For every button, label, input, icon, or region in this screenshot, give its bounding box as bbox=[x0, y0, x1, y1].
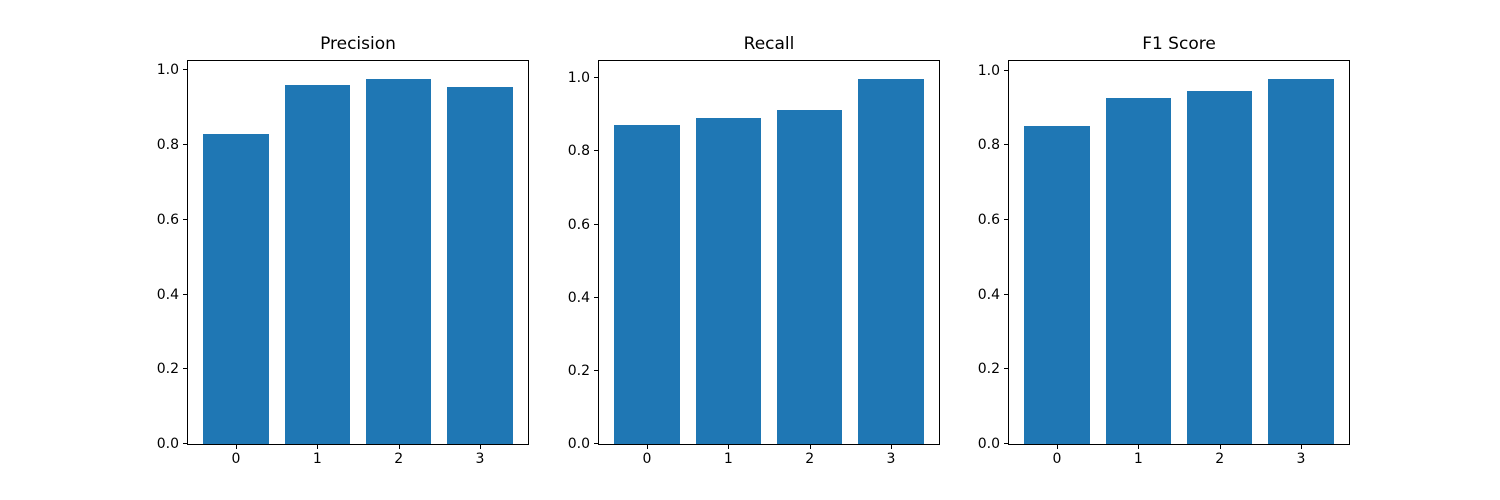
x-tick-mark bbox=[646, 445, 648, 449]
x-tick-mark bbox=[1301, 445, 1302, 449]
x-tick-label: 3 bbox=[475, 451, 485, 467]
recall-plot-area: 0 1 2 3 0.0 0.2 0.4 0.6 0.8 1.0 bbox=[568, 60, 940, 466]
subplot-precision: Precision 0 1 2 3 0.0 0.2 0.4 0.6 0.8 1.0 bbox=[157, 35, 529, 466]
x-tick-label: 2 bbox=[394, 451, 404, 467]
y-tick-label: 1.0 bbox=[156, 62, 179, 79]
x-tick-mark bbox=[398, 445, 400, 449]
f1-score-plot-area: 0 1 2 3 0.0 0.2 0.4 0.6 0.8 1.0 bbox=[978, 60, 1350, 466]
y-tick-mark bbox=[594, 443, 598, 444]
x-tick-mark bbox=[809, 445, 811, 449]
y-tick-label: 0.6 bbox=[156, 211, 179, 228]
y-tick-mark bbox=[1004, 144, 1008, 146]
y-tick-label: 1.0 bbox=[977, 62, 1000, 79]
bar-category-0 bbox=[1024, 126, 1090, 444]
y-tick-label: 0.6 bbox=[567, 216, 590, 233]
y-tick-mark bbox=[183, 443, 187, 444]
x-tick-label: 0 bbox=[1052, 451, 1062, 467]
subplot-recall: Recall 0 1 2 3 0.0 0.2 0.4 0.6 0.8 1.0 bbox=[568, 35, 940, 466]
x-tick-mark bbox=[235, 445, 237, 449]
x-tick-mark bbox=[1219, 445, 1221, 449]
x-tick-mark bbox=[891, 445, 892, 449]
x-tick-label: 1 bbox=[312, 451, 322, 467]
y-tick-label: 1.0 bbox=[567, 70, 590, 87]
bar-category-3 bbox=[1268, 79, 1334, 444]
y-tick-mark bbox=[594, 296, 598, 298]
y-tick-mark bbox=[1004, 368, 1008, 370]
y-tick-mark bbox=[1004, 219, 1008, 221]
y-tick-mark bbox=[183, 368, 187, 370]
x-tick-label: 1 bbox=[1133, 451, 1143, 467]
bar-category-0 bbox=[614, 125, 680, 444]
y-tick-mark bbox=[1004, 293, 1008, 295]
recall-chart-title: Recall bbox=[743, 34, 795, 55]
y-tick-mark bbox=[1004, 443, 1008, 444]
y-tick-label: 0.8 bbox=[977, 137, 1000, 154]
y-tick-mark bbox=[594, 223, 598, 225]
x-tick-label: 3 bbox=[886, 451, 896, 467]
bar-category-1 bbox=[284, 84, 350, 444]
y-tick-label: 0.2 bbox=[156, 361, 179, 378]
x-tick-mark bbox=[1138, 445, 1140, 449]
subplot-f1-score: F1 Score 0 1 2 3 0.0 0.2 0.4 0.6 0.8 1.0 bbox=[978, 35, 1350, 466]
x-tick-mark bbox=[317, 445, 319, 449]
y-tick-mark bbox=[183, 218, 187, 220]
bar-category-1 bbox=[1105, 98, 1171, 444]
y-tick-mark bbox=[183, 69, 187, 71]
y-tick-mark bbox=[594, 369, 598, 371]
x-tick-label: 1 bbox=[723, 451, 733, 467]
precision-plot-area: 0 1 2 3 0.0 0.2 0.4 0.6 0.8 1.0 bbox=[157, 60, 529, 466]
x-tick-mark bbox=[480, 445, 481, 449]
x-tick-mark bbox=[728, 445, 730, 449]
x-tick-label: 2 bbox=[805, 451, 815, 467]
y-tick-mark bbox=[183, 293, 187, 295]
y-tick-mark bbox=[1004, 69, 1008, 71]
f1-score-chart-title: F1 Score bbox=[1142, 34, 1216, 55]
bar-category-2 bbox=[366, 79, 432, 444]
x-tick-mark bbox=[1056, 445, 1058, 449]
y-tick-label: 0.8 bbox=[156, 137, 179, 154]
bar-category-3 bbox=[447, 86, 513, 444]
bar-category-0 bbox=[203, 133, 269, 444]
bar-category-2 bbox=[777, 110, 843, 444]
y-tick-label: 0.2 bbox=[567, 362, 590, 379]
y-tick-label: 0.0 bbox=[567, 436, 590, 452]
y-tick-label: 0.0 bbox=[977, 436, 1000, 452]
y-tick-label: 0.4 bbox=[977, 286, 1000, 303]
y-tick-label: 0.4 bbox=[567, 289, 590, 306]
bar-category-3 bbox=[858, 79, 924, 444]
y-tick-label: 0.8 bbox=[567, 143, 590, 160]
x-tick-label: 3 bbox=[1296, 451, 1306, 467]
y-tick-mark bbox=[594, 77, 598, 79]
y-tick-label: 0.4 bbox=[156, 286, 179, 303]
y-tick-mark bbox=[594, 150, 598, 152]
bar-category-1 bbox=[695, 118, 761, 444]
x-tick-label: 2 bbox=[1215, 451, 1225, 467]
y-tick-label: 0.0 bbox=[156, 436, 179, 452]
y-tick-label: 0.2 bbox=[977, 361, 1000, 378]
x-tick-label: 0 bbox=[642, 451, 652, 467]
y-tick-label: 0.6 bbox=[977, 212, 1000, 229]
bar-category-2 bbox=[1187, 90, 1253, 444]
x-tick-label: 0 bbox=[231, 451, 241, 467]
y-tick-mark bbox=[183, 144, 187, 146]
precision-chart-title: Precision bbox=[320, 34, 396, 55]
